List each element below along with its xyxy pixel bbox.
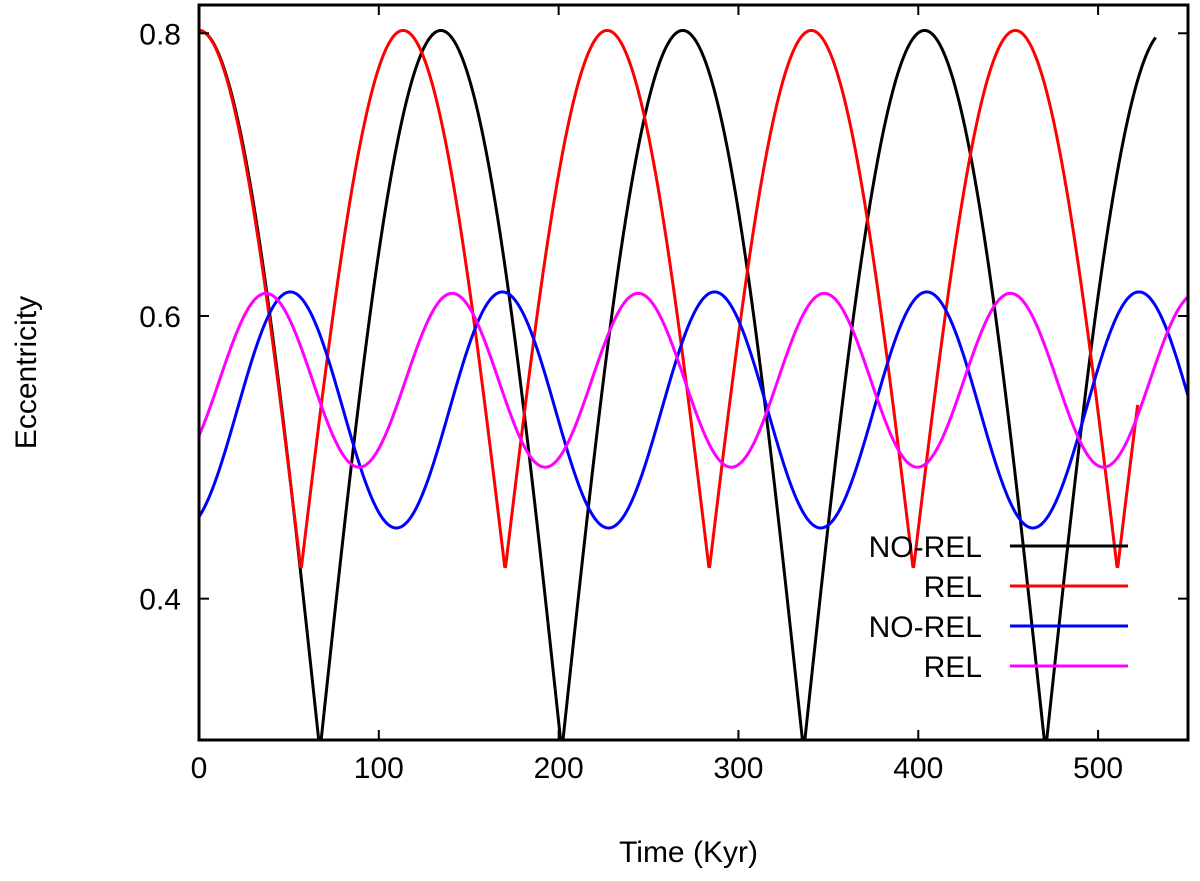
tick-layer: 0 100 200 300 400 500 0.4 0.6 0.8 bbox=[139, 5, 1188, 785]
x-tick-label: 100 bbox=[354, 752, 404, 785]
legend-label: REL bbox=[924, 651, 982, 684]
x-tick-label: 300 bbox=[713, 752, 763, 785]
axis-layer bbox=[197, 3, 1190, 742]
legend-label: NO-REL bbox=[869, 531, 982, 564]
series-line-3 bbox=[199, 290, 1188, 530]
y-axis-title: Eccentricity bbox=[10, 296, 43, 449]
x-axis-title: Time (Kyr) bbox=[619, 836, 758, 869]
series-layer bbox=[199, 28, 1188, 740]
legend-label: NO-REL bbox=[869, 611, 982, 644]
x-tick-label: 200 bbox=[534, 752, 584, 785]
y-tick-label: 0.8 bbox=[139, 18, 181, 51]
legend: NO-REL REL NO-REL REL bbox=[869, 531, 1128, 684]
y-tick-label: 0.4 bbox=[139, 584, 181, 617]
y-tick-label: 0.6 bbox=[139, 301, 181, 334]
plot-frame bbox=[197, 3, 1190, 742]
x-tick-label: 400 bbox=[893, 752, 943, 785]
series-line-2 bbox=[199, 28, 1140, 569]
series-line-4 bbox=[199, 291, 1188, 469]
series-line-1 bbox=[199, 28, 1157, 740]
legend-label: REL bbox=[924, 571, 982, 604]
x-tick-label: 0 bbox=[191, 752, 208, 785]
x-tick-label: 500 bbox=[1073, 752, 1123, 785]
